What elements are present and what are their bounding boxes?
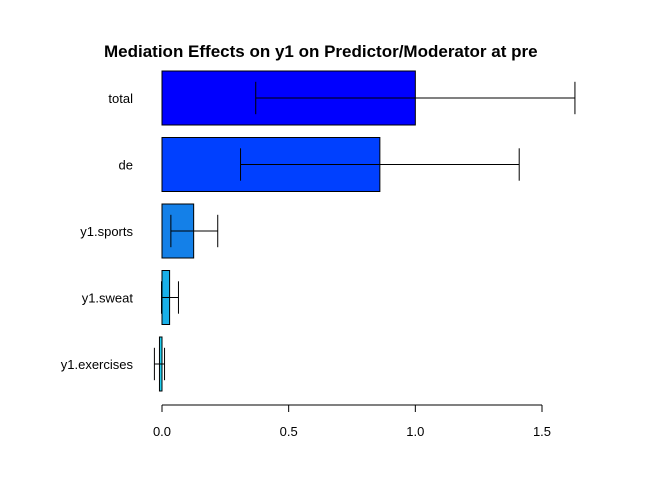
x-axis: 0.0 0.5 1.0 1.5 (153, 404, 551, 439)
x-tick-label: 1.0 (406, 424, 424, 439)
error-bar-y1-sports (170, 214, 219, 248)
category-label: y1.exercises (61, 357, 134, 372)
category-label: de (119, 158, 133, 173)
category-labels-layer: total de y1.sports y1.sweat y1.exercises (61, 91, 134, 372)
error-bar-y1-sweat (160, 281, 179, 314)
error-bar-y1-exercises (153, 347, 166, 381)
x-tick-label: 0.5 (280, 424, 298, 439)
category-label: y1.sweat (82, 291, 134, 306)
chart-title: Mediation Effects on y1 on Predictor/Mod… (104, 42, 538, 61)
error-bar-total (255, 81, 576, 115)
error-bar-de (240, 148, 520, 181)
category-label: total (108, 91, 133, 106)
category-label: y1.sports (80, 224, 133, 239)
x-tick-label: 1.5 (533, 424, 551, 439)
x-tick-label: 0.0 (153, 424, 171, 439)
error-bars-layer (153, 81, 576, 381)
